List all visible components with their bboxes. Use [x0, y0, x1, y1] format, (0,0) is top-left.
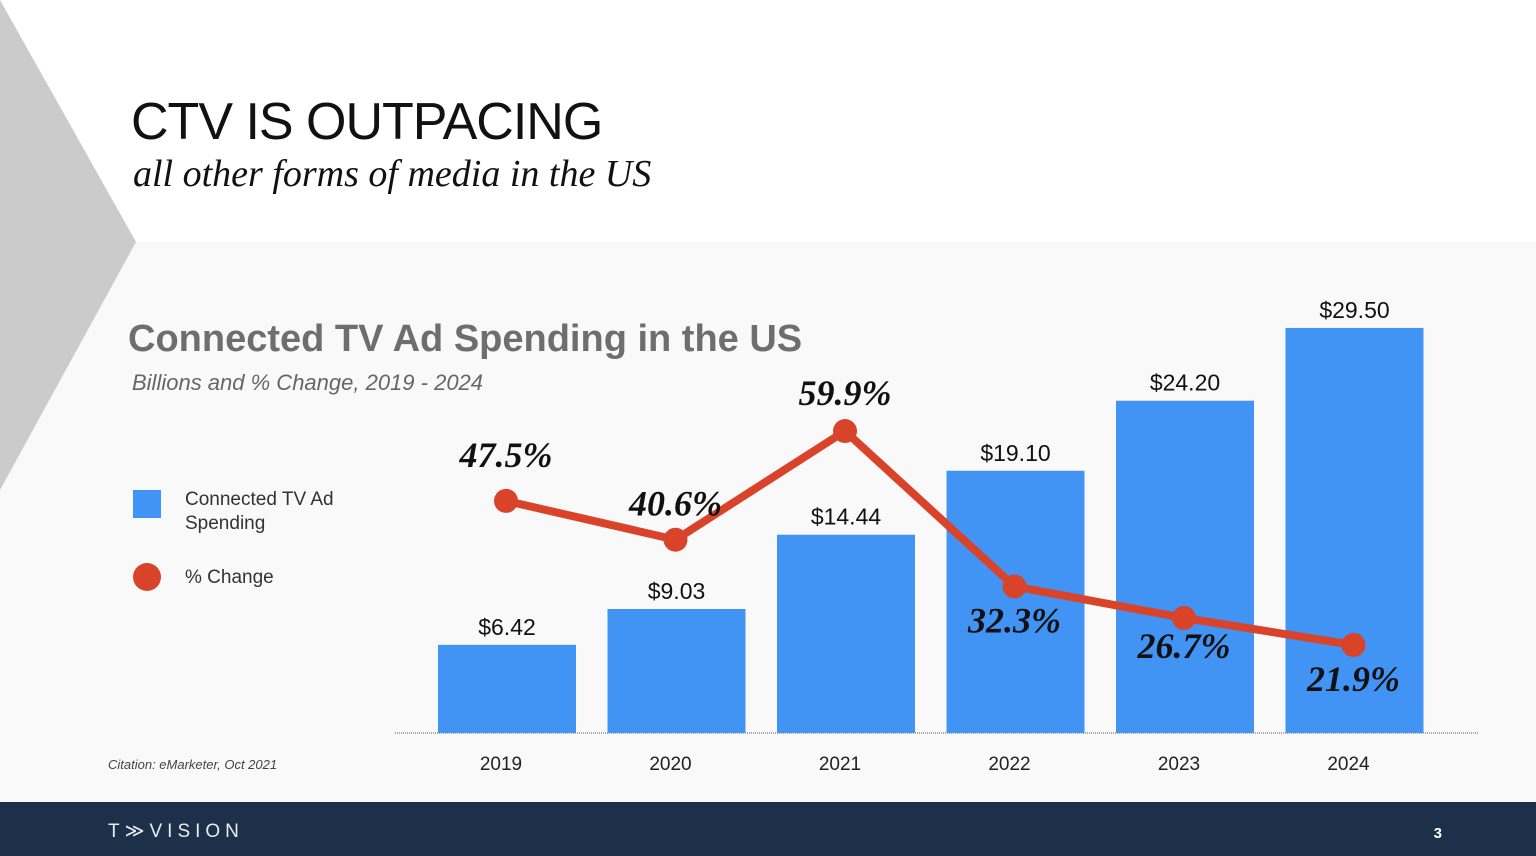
chart-subtitle: Billions and % Change, 2019 - 2024 [132, 370, 484, 395]
legend-label: % Change [185, 567, 274, 588]
bar-label: $29.50 [1319, 297, 1389, 323]
line-label: 47.5% [459, 435, 553, 475]
line-point [1341, 633, 1366, 657]
bar [946, 470, 1085, 733]
chart-panel [0, 242, 1536, 802]
line-label: 21.9% [1306, 659, 1400, 699]
x-tick-label: 2019 [480, 754, 522, 775]
chart-title: Connected TV Ad Spending in the US [128, 318, 803, 360]
legend-label: Connected TV Ad Spending [185, 489, 334, 534]
line-label: 32.3% [967, 600, 1061, 640]
bar-label: $6.42 [478, 614, 536, 640]
bar [1116, 400, 1254, 733]
slide-subtitle: all other forms of media in the US [133, 153, 652, 195]
line-point [1002, 574, 1027, 599]
bar [607, 609, 746, 733]
legend-item-change: % Change [133, 563, 274, 591]
line-label: 59.9% [799, 373, 892, 413]
x-tick-label: 2020 [649, 754, 691, 775]
line-point [663, 527, 688, 552]
bar-label: $24.20 [1150, 370, 1220, 396]
x-tick-label: 2022 [988, 754, 1030, 775]
bar-label: $19.10 [980, 440, 1050, 466]
x-tick-label: 2023 [1158, 754, 1200, 775]
line-point [1172, 605, 1196, 630]
bar [777, 534, 915, 733]
footer [0, 802, 1536, 856]
legend-swatch-dot [133, 563, 161, 591]
citation: Citation: eMarketer, Oct 2021 [108, 757, 278, 772]
tvision-logo: T≫VISION [108, 821, 244, 842]
legend-item-spending: Connected TV Ad Spending [133, 488, 335, 536]
bar [1285, 327, 1424, 733]
x-tick-label: 2024 [1327, 754, 1370, 775]
chevron-decoration [0, 0, 136, 490]
line-label: 26.7% [1137, 626, 1231, 666]
line-label: 40.6% [628, 484, 722, 524]
page-number: 3 [1433, 825, 1442, 842]
bar-label: $14.44 [811, 504, 882, 530]
x-tick-label: 2021 [819, 754, 861, 775]
legend-swatch-bar [133, 490, 161, 518]
slide-title: CTV IS OUTPACING [131, 93, 603, 151]
bar-label: $9.03 [648, 578, 706, 604]
line-series [505, 427, 1355, 649]
line-point [494, 488, 518, 513]
bar [438, 644, 576, 733]
line-point [833, 419, 857, 444]
